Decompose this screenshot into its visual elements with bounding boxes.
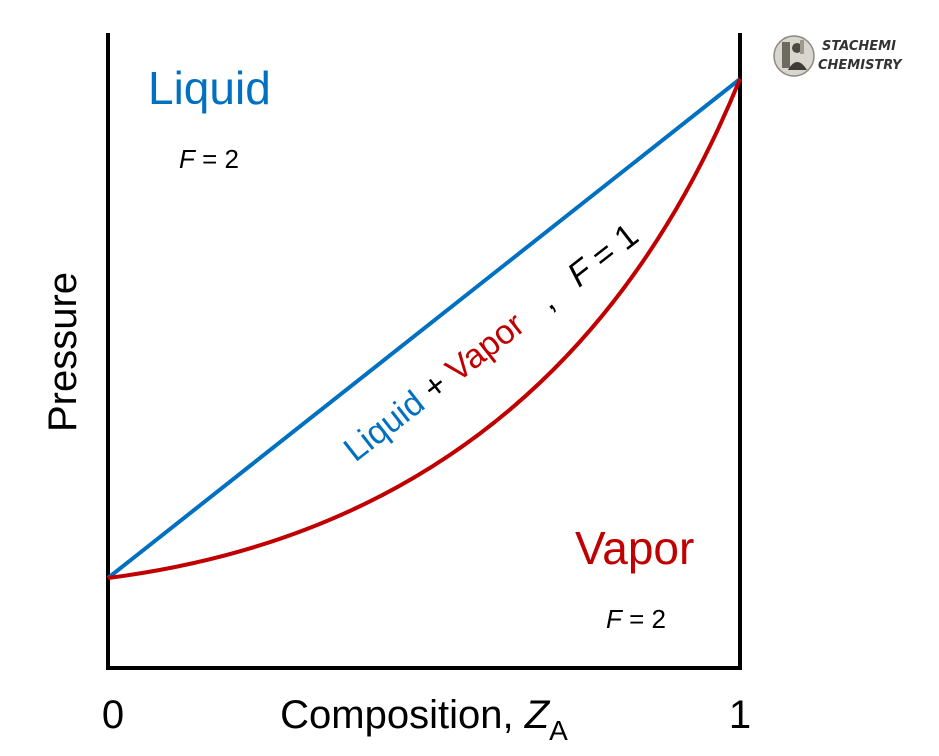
vapor-dof-label: F = 2 — [606, 604, 666, 634]
x-tick-min: 0 — [102, 693, 124, 737]
brand-logo: STACHEMI CHEMISTRY — [773, 35, 903, 77]
vapor-dof-var: F — [606, 604, 624, 634]
x-axis-label-var: Z — [524, 693, 551, 737]
chemist-portrait-icon — [773, 35, 815, 77]
vapor-region-label: Vapor — [575, 522, 694, 574]
x-tick-max: 1 — [729, 693, 751, 737]
x-axis-label-sub: A — [549, 715, 568, 746]
vapor-curve — [107, 78, 742, 580]
liquid-dof-label: F = 2 — [179, 144, 239, 174]
y-axis-label: Pressure — [41, 272, 85, 432]
brand-line1: STACHEMI — [822, 39, 896, 54]
brand-line2: CHEMISTRY — [818, 58, 903, 73]
liquid-region-label: Liquid — [148, 62, 271, 114]
x-axis-label-text: Composition, — [280, 693, 525, 737]
liquid-dof-var: F — [179, 144, 197, 174]
liquid-dof-value: = 2 — [195, 144, 239, 174]
vapor-dof-value: = 2 — [622, 604, 666, 634]
x-axis-label: Composition, ZA — [280, 693, 568, 746]
liquid-line — [106, 77, 742, 580]
two-phase-label: Liquid + Vapor , F = 1 — [300, 199, 668, 499]
